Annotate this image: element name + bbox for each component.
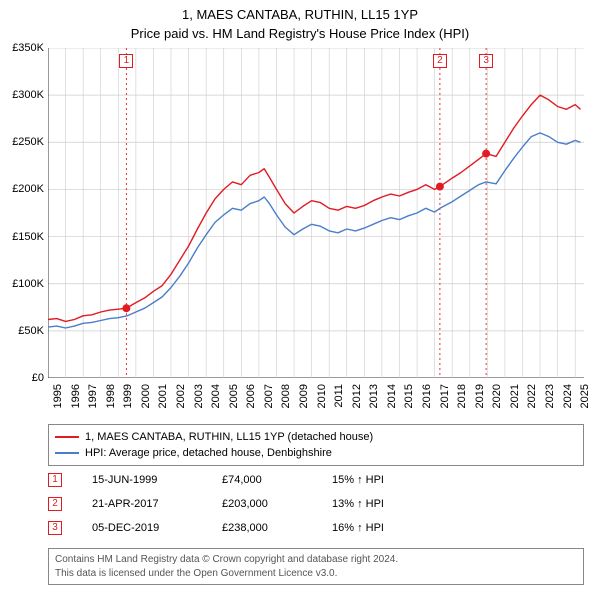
copyright-line-1: Contains HM Land Registry data © Crown c… <box>55 553 577 567</box>
annotation-row: 3 05-DEC-2019£238,00016% ↑ HPI <box>48 516 584 540</box>
copyright-box: Contains HM Land Registry data © Crown c… <box>48 548 584 585</box>
x-axis-tick-label: 1997 <box>87 384 99 408</box>
copyright-line-2: This data is licensed under the Open Gov… <box>55 567 577 581</box>
x-axis-tick-label: 2001 <box>157 384 169 408</box>
sale-marker-number-box: 1 <box>119 54 133 68</box>
x-axis-tick-label: 2005 <box>228 384 240 408</box>
x-axis-tick-label: 2006 <box>245 384 257 408</box>
legend-box: 1, MAES CANTABA, RUTHIN, LL15 1YP (detac… <box>48 424 584 466</box>
y-axis-tick-label: £200K <box>12 183 44 195</box>
x-axis-tick-label: 2009 <box>298 384 310 408</box>
sale-marker-number-box: 3 <box>479 54 493 68</box>
x-axis-tick-label: 2021 <box>509 384 521 408</box>
x-axis-tick-label: 2015 <box>403 384 415 408</box>
y-axis-tick-label: £300K <box>12 89 44 101</box>
series-line-hpi <box>48 133 581 328</box>
annotation-number-box: 2 <box>48 497 62 511</box>
x-axis-tick-label: 2019 <box>474 384 486 408</box>
x-axis-tick-label: 2004 <box>210 384 222 408</box>
x-axis-tick-label: 2000 <box>140 384 152 408</box>
x-axis-tick-label: 2007 <box>263 384 275 408</box>
sale-marker-dot <box>122 304 130 312</box>
x-axis-tick-label: 2002 <box>175 384 187 408</box>
sale-marker-number-box: 2 <box>433 54 447 68</box>
title-block: 1, MAES CANTABA, RUTHIN, LL15 1YP Price … <box>0 0 600 44</box>
annotation-price: £203,000 <box>222 498 332 510</box>
y-axis-labels: £0£50K£100K£150K£200K£250K£300K£350K <box>0 48 46 378</box>
title-line-1: 1, MAES CANTABA, RUTHIN, LL15 1YP <box>0 6 600 25</box>
x-axis-tick-label: 2023 <box>544 384 556 408</box>
annotation-row: 2 21-APR-2017£203,00013% ↑ HPI <box>48 492 584 516</box>
x-axis-tick-label: 2022 <box>526 384 538 408</box>
y-axis-tick-label: £0 <box>32 372 44 384</box>
x-axis-tick-label: 2010 <box>316 384 328 408</box>
title-line-2: Price paid vs. HM Land Registry's House … <box>0 25 600 44</box>
chart-plot-area: 1 2 3 <box>48 48 584 378</box>
annotation-number-box: 1 <box>48 473 62 487</box>
legend-label: HPI: Average price, detached house, Denb… <box>85 447 332 459</box>
y-axis-tick-label: £50K <box>18 325 44 337</box>
annotation-price: £238,000 <box>222 522 332 534</box>
x-axis-labels: 1995 1996 1997 1998 1999 2000 2001 2002 2003 2004… <box>48 380 584 420</box>
annotation-date: 05-DEC-2019 <box>92 522 222 534</box>
x-axis-tick-label: 2018 <box>456 384 468 408</box>
annotation-price: £74,000 <box>222 474 332 486</box>
legend-swatch <box>55 436 79 438</box>
legend-swatch <box>55 452 79 454</box>
y-axis-tick-label: £150K <box>12 231 44 243</box>
x-axis-tick-label: 2016 <box>421 384 433 408</box>
annotation-pct: 16% ↑ HPI <box>332 522 432 534</box>
annotation-pct: 15% ↑ HPI <box>332 474 432 486</box>
x-axis-tick-label: 1995 <box>52 384 64 408</box>
annotation-number-box: 3 <box>48 521 62 535</box>
annotation-date: 21-APR-2017 <box>92 498 222 510</box>
legend-label: 1, MAES CANTABA, RUTHIN, LL15 1YP (detac… <box>85 431 373 443</box>
series-line-price_paid <box>48 95 581 321</box>
x-axis-tick-label: 1999 <box>122 384 134 408</box>
annotation-row: 1 15-JUN-1999£74,00015% ↑ HPI <box>48 468 584 492</box>
chart-svg <box>48 48 584 378</box>
legend-row: 1, MAES CANTABA, RUTHIN, LL15 1YP (detac… <box>55 429 577 445</box>
x-axis-tick-label: 2011 <box>333 384 345 408</box>
x-axis-tick-label: 2024 <box>562 384 574 408</box>
y-axis-tick-label: £350K <box>12 42 44 54</box>
y-axis-tick-label: £100K <box>12 278 44 290</box>
sale-marker-dot <box>482 150 490 158</box>
x-axis-tick-label: 1998 <box>105 384 117 408</box>
annotation-date: 15-JUN-1999 <box>92 474 222 486</box>
annotation-pct: 13% ↑ HPI <box>332 498 432 510</box>
x-axis-tick-label: 2012 <box>351 384 363 408</box>
chart-container: 1, MAES CANTABA, RUTHIN, LL15 1YP Price … <box>0 0 600 590</box>
x-axis-tick-label: 2017 <box>439 384 451 408</box>
x-axis-tick-label: 2014 <box>386 384 398 408</box>
y-axis-tick-label: £250K <box>12 136 44 148</box>
x-axis-tick-label: 2025 <box>579 384 591 408</box>
annotations-table: 1 15-JUN-1999£74,00015% ↑ HPI 2 21-APR-2017… <box>48 468 584 540</box>
sale-marker-dot <box>436 183 444 191</box>
x-axis-tick-label: 1996 <box>70 384 82 408</box>
x-axis-tick-label: 2008 <box>280 384 292 408</box>
x-axis-tick-label: 2020 <box>491 384 503 408</box>
x-axis-tick-label: 2003 <box>193 384 205 408</box>
legend-row: HPI: Average price, detached house, Denb… <box>55 445 577 461</box>
x-axis-tick-label: 2013 <box>368 384 380 408</box>
